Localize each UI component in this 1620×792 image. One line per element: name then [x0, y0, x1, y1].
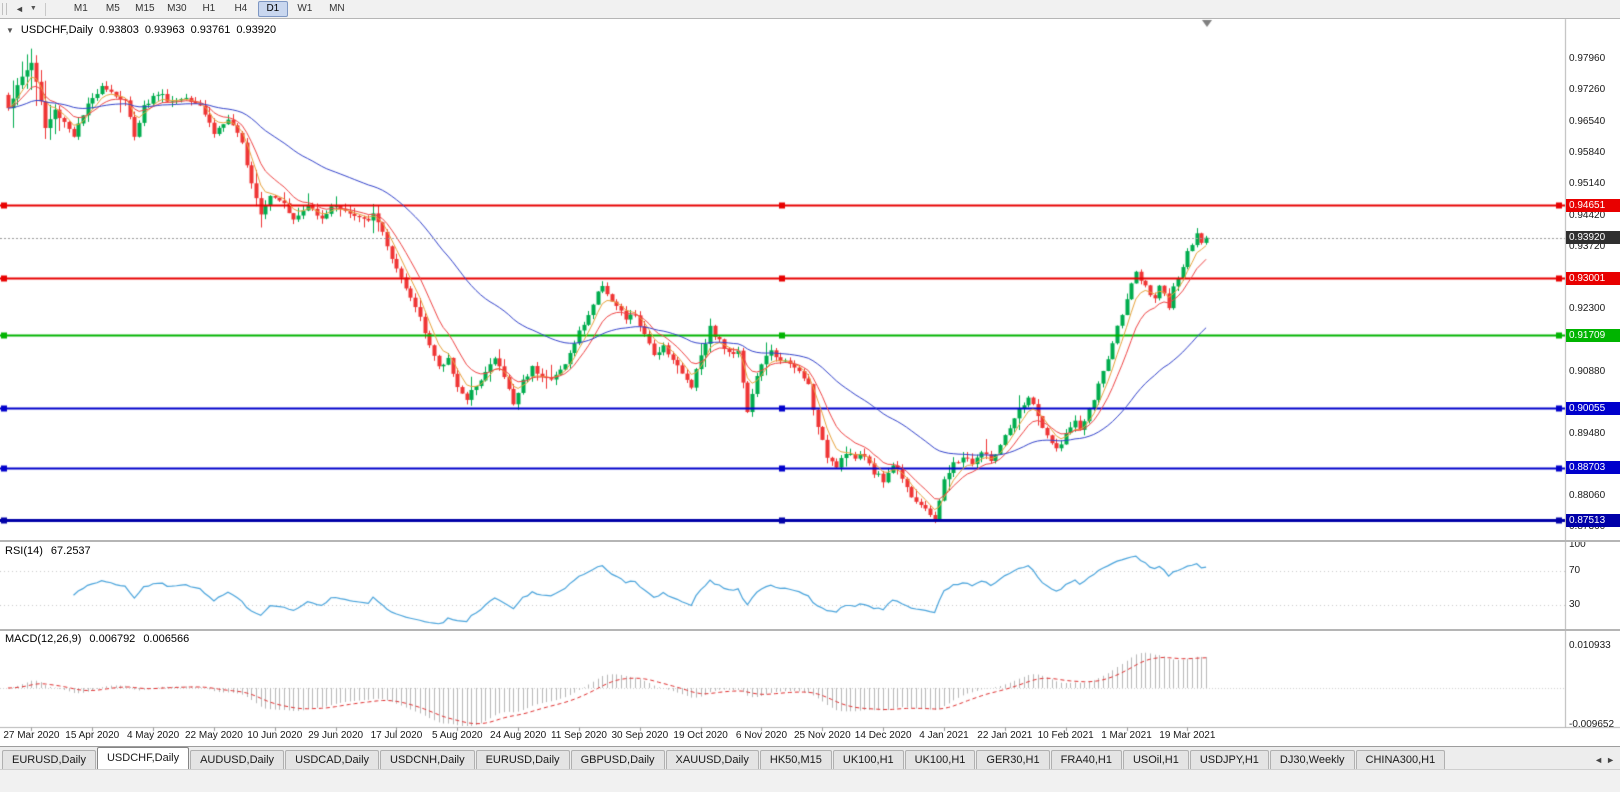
chart-tab-eurusd[interactable]: EURUSD,Daily — [475, 750, 570, 769]
period-buttons: M1 M5 M15 M30 H1 H4 D1 W1 MN — [51, 1, 353, 17]
period-button-w1[interactable]: W1 — [297, 3, 313, 14]
period-button-h4[interactable]: H4 — [234, 3, 248, 14]
toolbar-separator — [44, 2, 46, 16]
collapse-chart-icon[interactable]: ▼ — [6, 25, 14, 35]
tabs-scroll-left-button[interactable]: ◄ — [1594, 755, 1604, 765]
status-strip — [0, 769, 1620, 792]
period-button-m5[interactable]: M5 — [105, 3, 120, 14]
period-button-m15[interactable]: M15 — [135, 3, 155, 14]
chart-tab-fra40[interactable]: FRA40,H1 — [1050, 750, 1122, 769]
chart-tab-uk100[interactable]: UK100,H1 — [832, 750, 904, 769]
ohlc-low-value: 0.93761 — [190, 24, 231, 36]
tab-scroll-controls: ◄ ► — [1590, 755, 1620, 769]
period-button-m1[interactable]: M1 — [73, 3, 88, 14]
chart-ohlc-header: ▼ USDCHF,Daily 0.93803 0.93963 0.93761 0… — [6, 24, 276, 36]
dropdown-icon[interactable]: ▼ — [29, 5, 37, 12]
chart-tab-usdchf[interactable]: USDCHF,Daily — [96, 747, 190, 769]
period-button-d1[interactable]: D1 — [257, 1, 288, 17]
tabs-scroll-right-button[interactable]: ► — [1606, 755, 1615, 765]
chart-symbol-label: USDCHF,Daily — [20, 24, 94, 36]
chart-tab-uk100[interactable]: UK100,H1 — [904, 750, 976, 769]
chart-tab-usdcnh[interactable]: USDCNH,Daily — [380, 750, 475, 769]
chart-tab-hk50[interactable]: HK50,M15 — [759, 750, 832, 769]
panel-splitter-rsi[interactable] — [0, 540, 1620, 542]
ohlc-close-value: 0.93920 — [236, 24, 277, 36]
panel-splitter-macd[interactable] — [0, 629, 1620, 631]
ohlc-high-value: 0.93963 — [144, 24, 185, 36]
rsi-indicator-header: RSI(14) 67.2537 — [5, 545, 91, 557]
chart-tab-xauusd[interactable]: XAUUSD,Daily — [665, 750, 759, 769]
tab-list: EURUSD,Daily USDCHF,Daily AUDUSD,Daily USDC… — [0, 747, 1590, 769]
period-button-m30[interactable]: M30 — [167, 3, 187, 14]
timeframe-toolbar: ◄ ▼ M1 M5 M15 M30 H1 H4 D1 W1 MN — [0, 0, 1620, 19]
chart-tab-audusd[interactable]: AUDUSD,Daily — [190, 750, 285, 769]
chart-tab-usdcad[interactable]: USDCAD,Daily — [285, 750, 380, 769]
toolbar-grip[interactable] — [2, 3, 7, 15]
price-chart-canvas[interactable] — [0, 0, 1620, 746]
chart-tab-usoil[interactable]: USOil,H1 — [1122, 750, 1189, 769]
macd-indicator-name: MACD(12,26,9) — [5, 633, 82, 645]
macd-indicator-value-2: 0.006566 — [143, 633, 190, 645]
macd-indicator-value-1: 0.006792 — [89, 633, 136, 645]
period-button-h1[interactable]: H1 — [202, 3, 216, 14]
chart-tab-china300[interactable]: CHINA300,H1 — [1355, 750, 1446, 769]
macd-indicator-header: MACD(12,26,9) 0.006792 0.006566 — [5, 633, 189, 645]
chart-tab-gbpusd[interactable]: GBPUSD,Daily — [570, 750, 665, 769]
period-button-mn[interactable]: MN — [329, 3, 345, 14]
chart-tab-usdjpy[interactable]: USDJPY,H1 — [1189, 750, 1269, 769]
chart-tabbar: EURUSD,Daily USDCHF,Daily AUDUSD,Daily USDC… — [0, 746, 1620, 769]
ohlc-open-value: 0.93803 — [99, 24, 139, 36]
scroll-left-icon[interactable]: ◄ — [15, 4, 24, 14]
chart-tab-dj30[interactable]: DJ30,Weekly — [1269, 750, 1355, 769]
chart-tab-eurusd[interactable]: EURUSD,Daily — [2, 750, 96, 769]
chart-tab-ger30[interactable]: GER30,H1 — [976, 750, 1050, 769]
rsi-indicator-value: 67.2537 — [50, 545, 91, 557]
rsi-indicator-name: RSI(14) — [5, 545, 43, 557]
